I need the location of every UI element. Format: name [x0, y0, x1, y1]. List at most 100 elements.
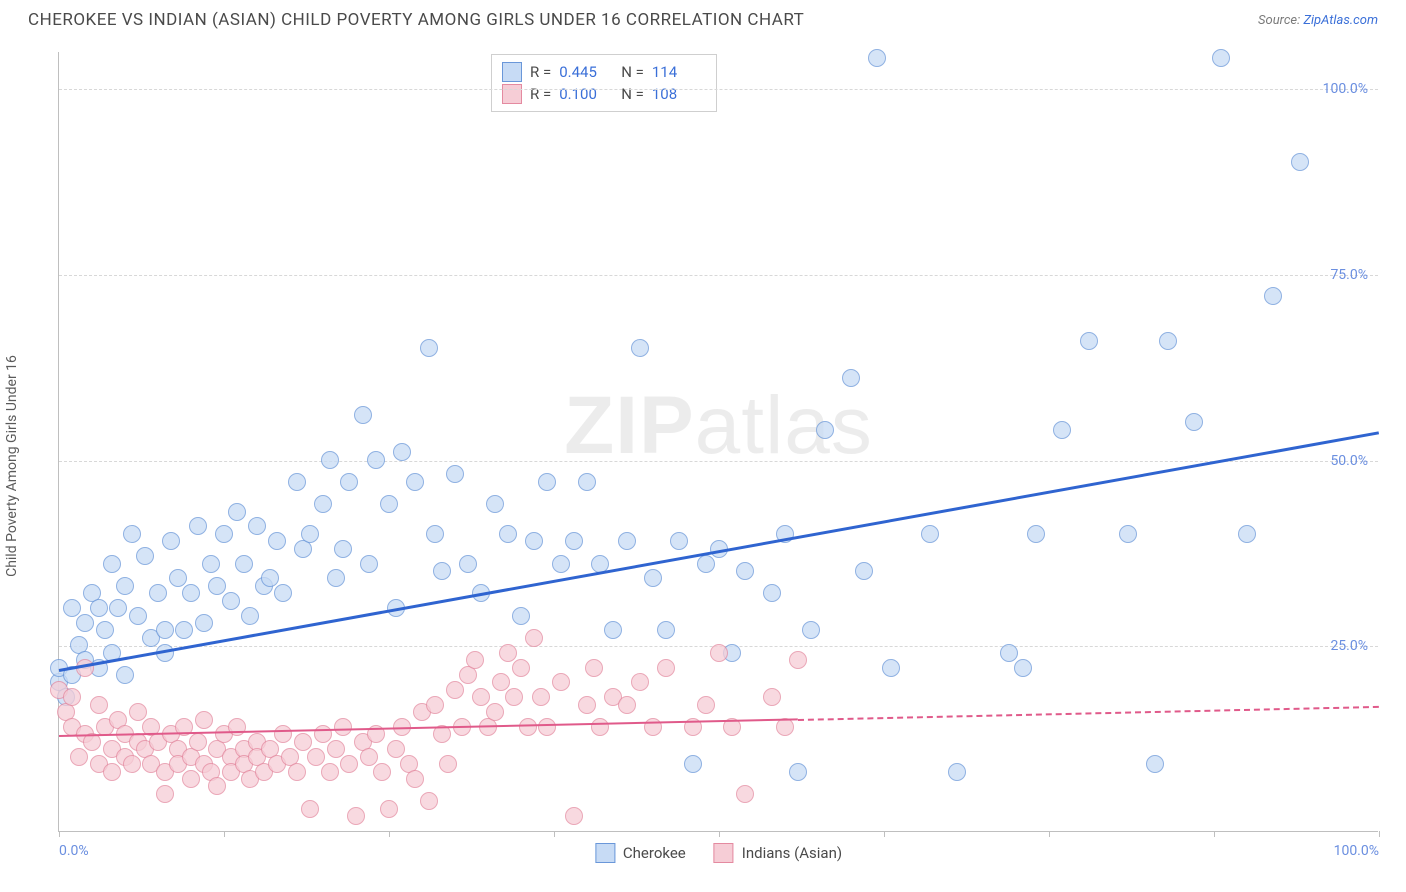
data-point [1185, 413, 1203, 431]
data-point [842, 369, 860, 387]
y-tick-label: 50.0% [1330, 453, 1368, 469]
data-point [921, 525, 939, 543]
data-point [532, 688, 550, 706]
trend-line [59, 431, 1380, 672]
data-point [189, 733, 207, 751]
data-point [552, 673, 570, 691]
data-point [380, 800, 398, 818]
legend-swatch [502, 62, 522, 82]
data-point [162, 532, 180, 550]
source-prefix: Source: [1258, 13, 1303, 28]
data-point [274, 725, 292, 743]
data-point [618, 696, 636, 714]
data-point [585, 659, 603, 677]
data-point [340, 473, 358, 491]
data-point [235, 555, 253, 573]
data-point [1238, 525, 1256, 543]
data-point [565, 807, 583, 825]
data-point [525, 629, 543, 647]
data-point [156, 621, 174, 639]
data-point [354, 406, 372, 424]
y-tick-label: 25.0% [1330, 638, 1368, 654]
data-point [426, 525, 444, 543]
data-point [373, 763, 391, 781]
data-point [63, 599, 81, 617]
data-point [816, 421, 834, 439]
data-point [103, 555, 121, 573]
legend-r-label: R = [530, 61, 551, 83]
data-point [261, 569, 279, 587]
data-point [228, 503, 246, 521]
data-point [1159, 332, 1177, 350]
data-point [175, 621, 193, 639]
legend-r-value: 0.445 [559, 61, 613, 83]
source-attribution: Source: ZipAtlas.com [1258, 13, 1378, 28]
data-point [182, 584, 200, 602]
gridline-h [59, 461, 1378, 462]
data-point [466, 651, 484, 669]
trend-line-extrapolated [798, 706, 1379, 721]
data-point [736, 785, 754, 803]
y-axis-label: Child Poverty Among Girls Under 16 [4, 355, 20, 577]
data-point [387, 740, 405, 758]
source-link[interactable]: ZipAtlas.com [1303, 13, 1378, 28]
data-point [1027, 525, 1045, 543]
data-point [274, 584, 292, 602]
legend-row: R =0.445N =114 [502, 61, 706, 83]
data-point [763, 688, 781, 706]
legend-correlation: R =0.445N =114R =0.100N =108 [491, 54, 717, 112]
data-point [116, 577, 134, 595]
data-point [492, 673, 510, 691]
data-point [70, 748, 88, 766]
data-point [657, 659, 675, 677]
x-tick [59, 831, 60, 837]
data-point [208, 577, 226, 595]
legend-n-value: 108 [652, 83, 706, 105]
data-point [202, 555, 220, 573]
x-tick [1379, 831, 1380, 837]
data-point [406, 770, 424, 788]
gridline-h [59, 275, 1378, 276]
data-point [525, 532, 543, 550]
data-point [736, 562, 754, 580]
data-point [222, 592, 240, 610]
data-point [519, 718, 537, 736]
data-point [169, 569, 187, 587]
data-point [505, 688, 523, 706]
data-point [347, 807, 365, 825]
data-point [1053, 421, 1071, 439]
data-point [789, 763, 807, 781]
data-point [499, 525, 517, 543]
data-point [882, 659, 900, 677]
data-point [684, 755, 702, 773]
data-point [631, 673, 649, 691]
legend-series-name: Indians (Asian) [742, 844, 842, 862]
data-point [248, 517, 266, 535]
data-point [1291, 153, 1309, 171]
data-point [367, 451, 385, 469]
legend-series: CherokeeIndians (Asian) [595, 843, 842, 863]
data-point [565, 532, 583, 550]
data-point [109, 599, 127, 617]
data-point [294, 733, 312, 751]
data-point [868, 49, 886, 67]
data-point [96, 621, 114, 639]
data-point [406, 473, 424, 491]
data-point [1080, 332, 1098, 350]
data-point [591, 718, 609, 736]
data-point [123, 755, 141, 773]
chart-header: CHEROKEE VS INDIAN (ASIAN) CHILD POVERTY… [0, 0, 1406, 38]
data-point [1119, 525, 1137, 543]
data-point [618, 532, 636, 550]
data-point [340, 755, 358, 773]
data-point [268, 532, 286, 550]
legend-swatch [595, 843, 615, 863]
data-point [426, 696, 444, 714]
data-point [334, 718, 352, 736]
x-tick-label: 100.0% [1334, 843, 1379, 859]
x-tick [554, 831, 555, 837]
x-tick [1214, 831, 1215, 837]
data-point [512, 607, 530, 625]
data-point [129, 607, 147, 625]
data-point [215, 525, 233, 543]
